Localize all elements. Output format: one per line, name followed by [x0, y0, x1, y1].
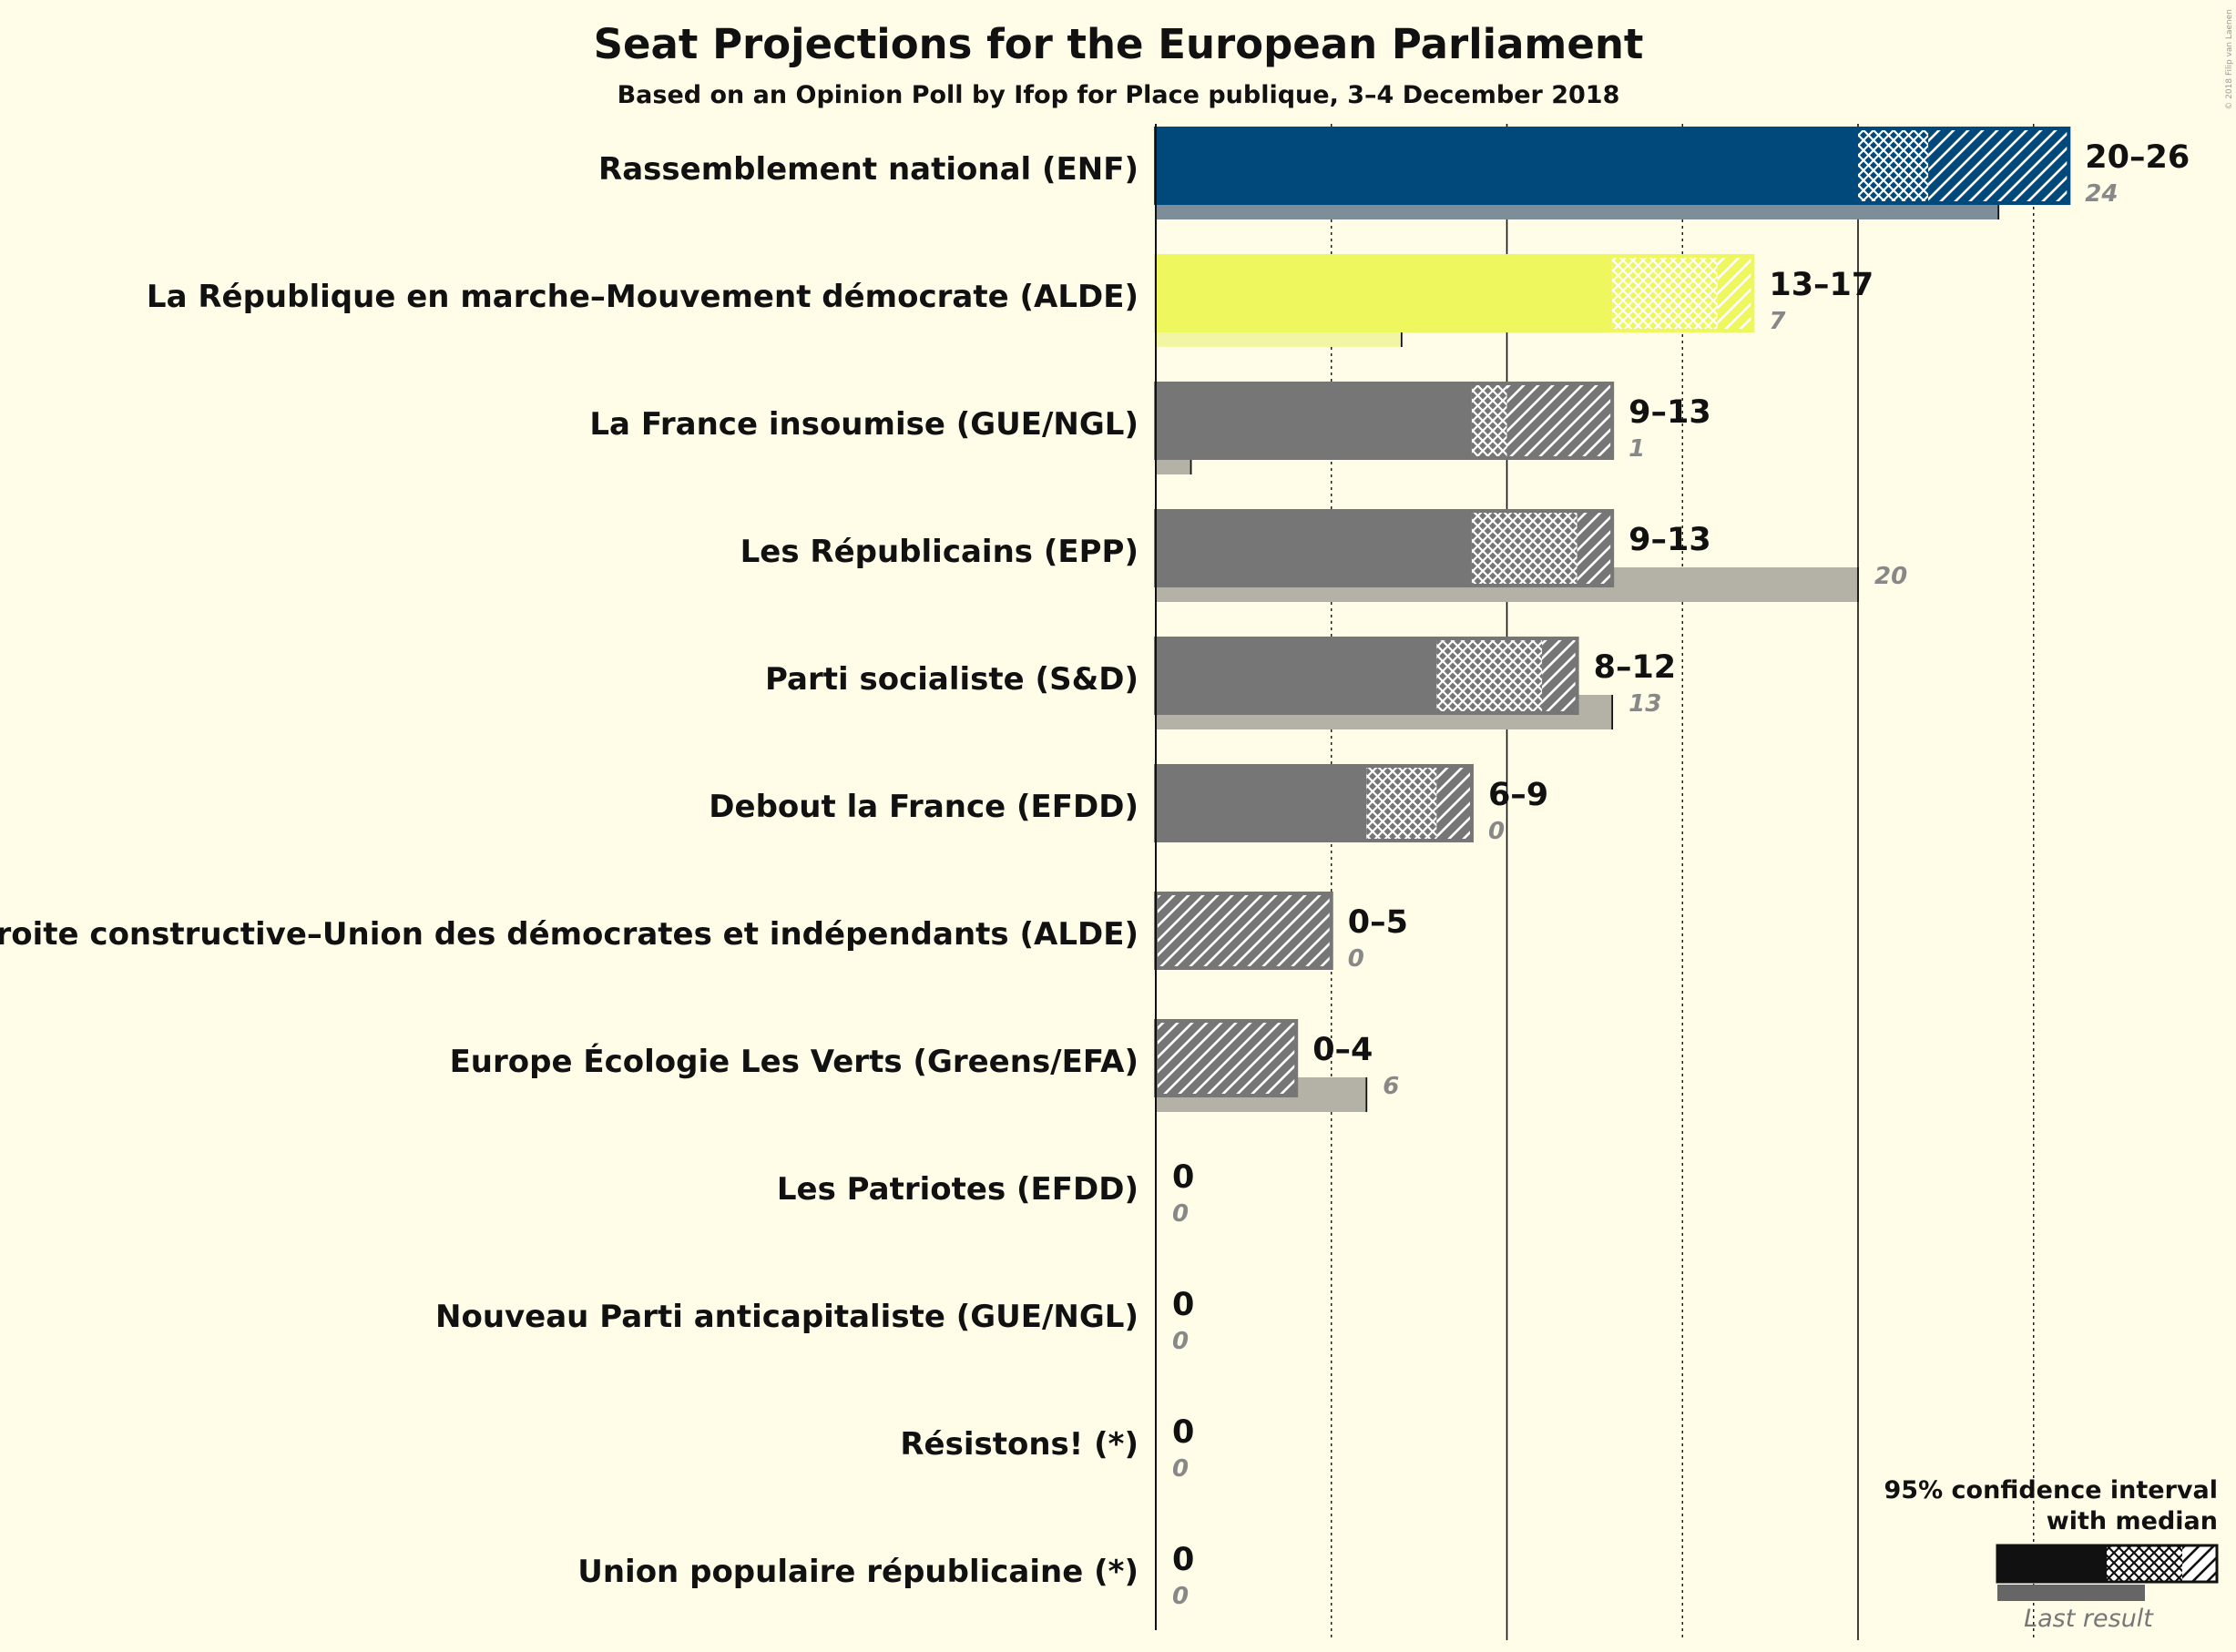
legend-last-result-label: Last result	[2024, 1605, 2154, 1633]
legend-last-result-swatch	[1997, 1585, 2145, 1601]
last-result-label: 1	[1629, 435, 1645, 463]
last-result-label: 0	[1348, 945, 1364, 973]
ci-lower-crosshatch	[1612, 256, 1718, 331]
last-result-label: 24	[2085, 180, 2118, 208]
ci-lower-crosshatch	[1471, 383, 1507, 458]
ci-lower-crosshatch	[1858, 128, 1929, 203]
party-row-3: Les Républicains (EPP) 9–13 20	[740, 509, 1907, 602]
party-label: Les Patriotes (EFDD)	[777, 1171, 1138, 1208]
party-row-2: La France insoumise (GUE/NGL) 9–13 1	[589, 382, 1711, 474]
range-label: 9–13	[1629, 522, 1711, 558]
last-result-label: 0	[1172, 1583, 1189, 1610]
last-result-label: 0	[1172, 1455, 1189, 1483]
party-row-6: Agir, la droite constructive–Union des d…	[0, 892, 1408, 973]
party-label: Europe Écologie Les Verts (Greens/EFA)	[450, 1043, 1138, 1080]
ci-upper-hatch	[1717, 256, 1753, 331]
ci-upper-hatch	[1506, 383, 1613, 458]
range-label: 0	[1172, 1542, 1194, 1578]
party-row-1: La République en marche–Mouvement démocr…	[147, 254, 1874, 347]
ci-solid-segment	[1156, 383, 1472, 458]
last-result-label: 0	[1172, 1328, 1189, 1355]
ci-upper-hatch	[1156, 1021, 1297, 1096]
party-label: La France insoumise (GUE/NGL)	[589, 406, 1138, 443]
ci-upper-hatch	[1577, 511, 1613, 586]
chart-title: Seat Projections for the European Parlia…	[594, 20, 1644, 68]
gridlines	[1331, 124, 2035, 1640]
ci-solid-segment	[1156, 766, 1367, 841]
chart-subtitle: Based on an Opinion Poll by Ifop for Pla…	[618, 81, 1620, 109]
last-result-label: 0	[1488, 818, 1505, 845]
party-label: Nouveau Parti anticapitaliste (GUE/NGL)	[435, 1299, 1138, 1335]
range-label: 0–5	[1348, 904, 1408, 941]
legend-line-2: with median	[2047, 1507, 2218, 1535]
copyright-notice: © 2018 Filip van Laenen	[2225, 9, 2234, 110]
ci-solid-segment	[1156, 638, 1437, 713]
party-row-7: Europe Écologie Les Verts (Greens/EFA) 0–…	[450, 1019, 1399, 1112]
party-label: Parti socialiste (S&D)	[765, 661, 1138, 698]
party-row-10: Résistons! (*) 0 0	[900, 1414, 1194, 1483]
range-label: 9–13	[1629, 394, 1711, 431]
party-row-8: Les Patriotes (EFDD) 0 0	[777, 1159, 1195, 1228]
ci-upper-hatch	[1156, 893, 1332, 968]
last-result-label: 13	[1629, 690, 1661, 718]
legend-cross-swatch	[2107, 1545, 2182, 1582]
range-label: 20–26	[2085, 139, 2190, 176]
legend-line-1: 95% confidence interval	[1884, 1476, 2218, 1504]
last-result-label: 20	[1874, 563, 1907, 590]
range-label: 0–4	[1312, 1032, 1373, 1068]
ci-solid-segment	[1156, 511, 1472, 586]
range-label: 6–9	[1488, 777, 1548, 813]
ci-upper-hatch	[1436, 766, 1472, 841]
range-label: 13–17	[1769, 267, 1874, 303]
party-label: La République en marche–Mouvement démocr…	[147, 279, 1138, 315]
last-result-label: 0	[1172, 1200, 1189, 1228]
legend-solid-swatch	[1997, 1545, 2107, 1582]
legend-hatch-swatch	[2182, 1545, 2217, 1582]
party-label: Debout la France (EFDD)	[709, 789, 1138, 825]
party-label: Agir, la droite constructive–Union des d…	[0, 916, 1138, 953]
last-result-label: 7	[1769, 308, 1786, 335]
party-row-0: Rassemblement national (ENF) 20–26 24	[598, 127, 2190, 219]
party-label: Résistons! (*)	[900, 1426, 1138, 1463]
legend-outline	[1996, 1544, 2219, 1584]
ci-solid-segment	[1156, 128, 1858, 203]
ci-lower-crosshatch	[1366, 766, 1437, 841]
ci-upper-hatch	[1542, 638, 1577, 713]
ci-upper-hatch	[1928, 128, 2069, 203]
ci-lower-crosshatch	[1471, 511, 1577, 586]
party-label: Les Républicains (EPP)	[740, 534, 1138, 570]
party-label: Rassemblement national (ENF)	[598, 151, 1138, 188]
party-row-5: Debout la France (EFDD) 6–9 0	[709, 764, 1548, 845]
party-label: Union populaire républicaine (*)	[577, 1554, 1138, 1590]
party-row-11: Union populaire républicaine (*) 0 0	[577, 1542, 1194, 1610]
range-label: 8–12	[1594, 649, 1677, 686]
range-label: 0	[1172, 1159, 1194, 1196]
party-row-9: Nouveau Parti anticapitaliste (GUE/NGL) 0…	[435, 1287, 1194, 1355]
last-result-label: 6	[1383, 1073, 1399, 1100]
range-label: 0	[1172, 1414, 1194, 1451]
legend: 95% confidence interval with median Last…	[1884, 1476, 2219, 1633]
party-row-4: Parti socialiste (S&D) 8–12 13	[765, 637, 1677, 729]
party-rows: Rassemblement national (ENF) 20–26 24 La Ré…	[0, 127, 2190, 1610]
range-label: 0	[1172, 1287, 1194, 1323]
ci-solid-segment	[1156, 256, 1613, 331]
ci-lower-crosshatch	[1436, 638, 1543, 713]
